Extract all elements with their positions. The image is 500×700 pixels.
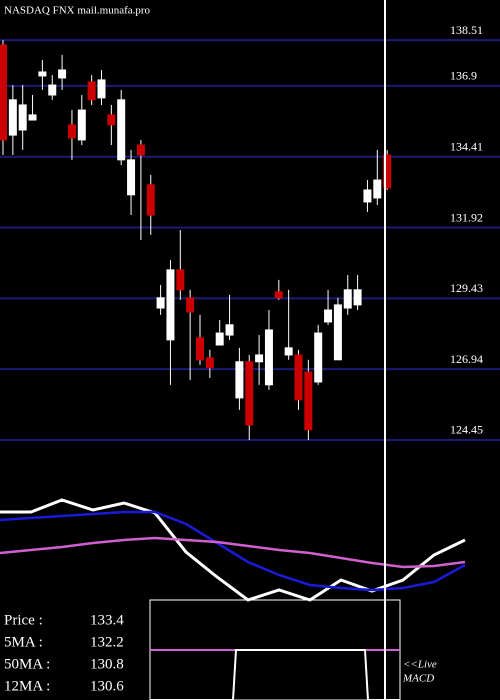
candle-body bbox=[383, 154, 392, 189]
candle-body bbox=[215, 332, 224, 346]
candle-body bbox=[117, 99, 126, 161]
candle-body bbox=[166, 269, 175, 341]
candle-body bbox=[353, 289, 362, 306]
candle-body bbox=[186, 297, 195, 313]
candle-body bbox=[363, 189, 372, 203]
info-value: 130.8 bbox=[90, 656, 124, 672]
candle-body bbox=[87, 81, 96, 101]
info-value: 130.6 bbox=[90, 678, 124, 694]
candle-body bbox=[107, 114, 116, 126]
candle-body bbox=[314, 332, 323, 383]
candle-body bbox=[136, 144, 145, 156]
candle-body bbox=[48, 84, 57, 96]
candle-body bbox=[97, 79, 106, 99]
chart-title: NASDAQ FNX mail.munafa.pro bbox=[4, 5, 151, 17]
candle-body bbox=[294, 354, 303, 401]
candle-body bbox=[284, 347, 293, 356]
candle-body bbox=[196, 337, 204, 361]
candle-body bbox=[176, 269, 185, 291]
candle-body bbox=[333, 304, 342, 361]
info-label: 50MA : bbox=[4, 656, 50, 672]
indicator-line bbox=[0, 498, 466, 602]
indicator-line bbox=[0, 510, 466, 592]
macd-label: MACD bbox=[402, 673, 434, 685]
candle-body bbox=[156, 297, 165, 309]
candle-body bbox=[77, 109, 86, 141]
candle-body bbox=[324, 309, 333, 323]
candle-body bbox=[8, 99, 17, 136]
candle-body bbox=[264, 329, 273, 386]
y-tick-label: 134.41 bbox=[450, 139, 483, 153]
candle-body bbox=[225, 324, 234, 336]
info-value: 133.4 bbox=[90, 612, 124, 628]
candle-body bbox=[0, 44, 7, 141]
candle-body bbox=[274, 291, 283, 299]
info-value: 132.2 bbox=[90, 634, 124, 650]
candle-body bbox=[373, 179, 382, 199]
y-tick-label: 126.94 bbox=[450, 352, 483, 366]
candle-body bbox=[255, 354, 264, 363]
indicator-line bbox=[0, 536, 466, 569]
candle-body bbox=[58, 69, 67, 79]
candle-body bbox=[127, 159, 136, 196]
candle-body bbox=[146, 184, 155, 216]
candle-body bbox=[205, 357, 214, 369]
candle-body bbox=[245, 361, 254, 426]
y-tick-label: 129.43 bbox=[450, 281, 483, 295]
live-label: <<Live bbox=[403, 659, 437, 671]
y-tick-label: 138.51 bbox=[450, 23, 483, 37]
candle-body bbox=[28, 114, 37, 121]
info-label: 5MA : bbox=[4, 634, 43, 650]
y-tick-label: 124.45 bbox=[450, 423, 483, 437]
candle-body bbox=[304, 371, 313, 431]
y-tick-label: 136.9 bbox=[450, 69, 477, 83]
candle-body bbox=[18, 104, 27, 131]
macd-line bbox=[150, 649, 400, 700]
candle-body bbox=[38, 71, 47, 77]
y-tick-label: 131.92 bbox=[450, 210, 483, 224]
candle-body bbox=[343, 289, 352, 309]
candle-body bbox=[235, 361, 244, 399]
candle-body bbox=[67, 124, 76, 139]
info-label: 12MA : bbox=[4, 678, 50, 694]
info-label: Price : bbox=[4, 612, 43, 628]
